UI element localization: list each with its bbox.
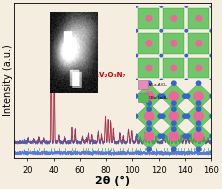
- Text: BaLa₅V₂O₃N₇: BaLa₅V₂O₃N₇: [77, 72, 126, 78]
- X-axis label: 2θ (°): 2θ (°): [95, 176, 130, 186]
- Y-axis label: Intensity (a.u.): Intensity (a.u.): [3, 45, 13, 116]
